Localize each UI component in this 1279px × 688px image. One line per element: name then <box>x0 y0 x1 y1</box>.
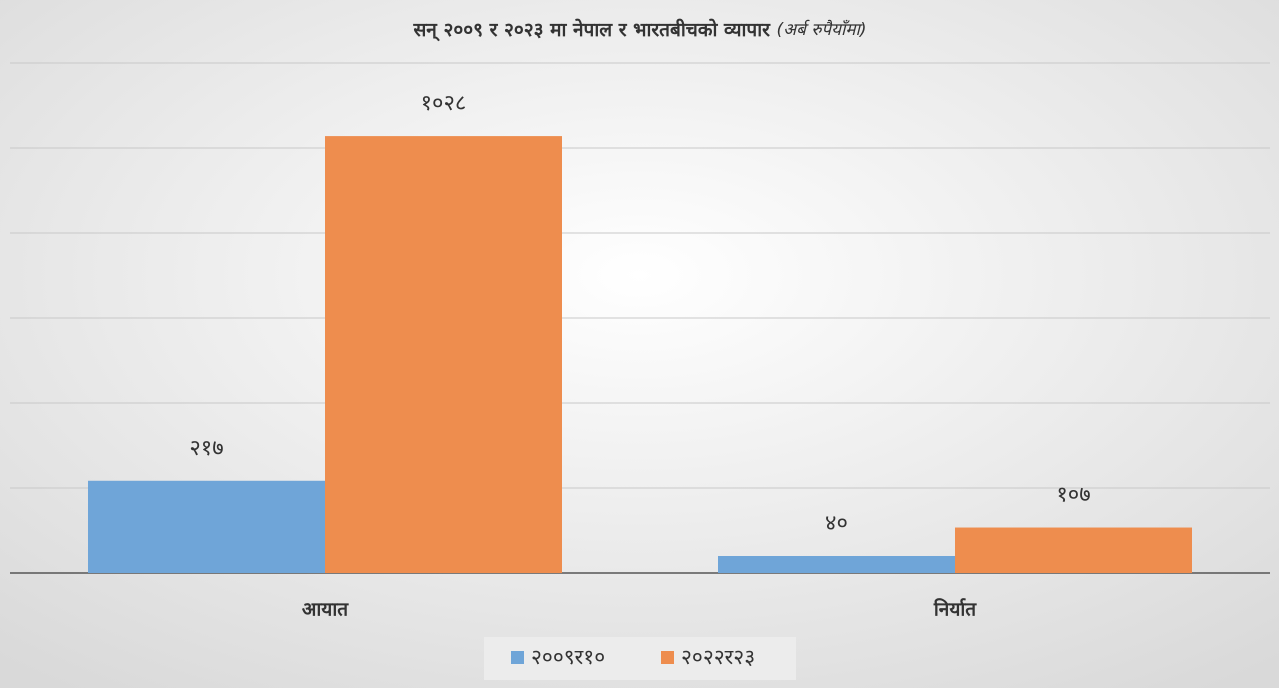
legend-swatch <box>661 651 674 664</box>
data-label: ४० <box>825 511 848 536</box>
title: सन् २००९ र २०२३ मा नेपाल र भारतबीचको व्य… <box>412 18 771 42</box>
legend-box <box>484 637 796 680</box>
bar <box>325 136 562 573</box>
subtitle: (अर्ब रुपैयाँमा) <box>777 19 867 40</box>
data-label: २१७ <box>189 436 223 461</box>
x-tick-label: निर्यात <box>933 598 977 621</box>
bar <box>88 480 325 573</box>
bar <box>718 556 955 573</box>
x-tick-label: आयात <box>302 599 349 621</box>
data-label: १०२८ <box>421 91 467 116</box>
bar <box>955 527 1192 573</box>
legend-swatch <box>511 651 524 664</box>
legend-label: २०२२र२३ <box>681 645 755 669</box>
legend-label: २००९र१० <box>531 645 605 669</box>
data-label: १०७ <box>1056 483 1090 508</box>
chart-title: सन् २००९ र २०२३ मा नेपाल र भारतबीचको व्य… <box>412 18 866 42</box>
